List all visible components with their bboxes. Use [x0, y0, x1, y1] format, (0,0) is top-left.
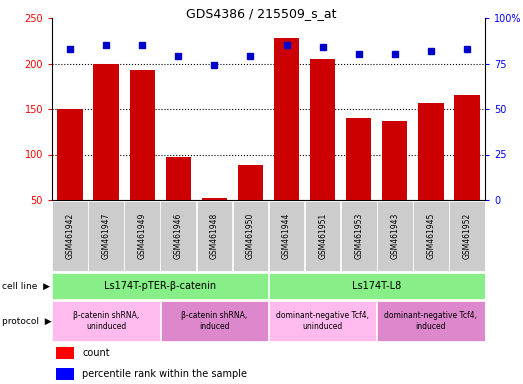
- Text: count: count: [82, 348, 110, 358]
- Text: GSM461942: GSM461942: [65, 213, 75, 259]
- Bar: [341, 201, 377, 271]
- Text: GSM461952: GSM461952: [462, 213, 471, 259]
- Text: Ls174T-pTER-β-catenin: Ls174T-pTER-β-catenin: [104, 281, 217, 291]
- Bar: [56, 368, 74, 380]
- Bar: [238, 166, 263, 200]
- Bar: [56, 347, 74, 359]
- Bar: [197, 201, 232, 271]
- Bar: [233, 201, 268, 271]
- Bar: [346, 118, 371, 200]
- Bar: [269, 273, 485, 300]
- Text: GSM461951: GSM461951: [318, 213, 327, 259]
- Bar: [161, 201, 196, 271]
- Bar: [382, 121, 407, 200]
- Bar: [418, 103, 444, 200]
- Bar: [94, 63, 119, 200]
- Text: GSM461948: GSM461948: [210, 213, 219, 259]
- Text: GDS4386 / 215509_s_at: GDS4386 / 215509_s_at: [186, 7, 337, 20]
- Bar: [88, 201, 124, 271]
- Bar: [161, 301, 268, 341]
- Bar: [449, 201, 485, 271]
- Bar: [58, 109, 83, 200]
- Bar: [52, 273, 268, 300]
- Text: Ls174T-L8: Ls174T-L8: [352, 281, 401, 291]
- Text: GSM461944: GSM461944: [282, 213, 291, 259]
- Bar: [413, 201, 449, 271]
- Bar: [454, 95, 480, 200]
- Text: GSM461949: GSM461949: [138, 213, 147, 259]
- Text: dominant-negative Tcf4,
induced: dominant-negative Tcf4, induced: [384, 311, 477, 331]
- Text: GSM461946: GSM461946: [174, 213, 183, 259]
- Bar: [377, 301, 485, 341]
- Bar: [52, 201, 88, 271]
- Text: protocol  ▶: protocol ▶: [2, 316, 52, 326]
- Bar: [130, 70, 155, 200]
- Bar: [377, 201, 413, 271]
- Bar: [52, 301, 160, 341]
- Text: β-catenin shRNA,
induced: β-catenin shRNA, induced: [181, 311, 247, 331]
- Text: GSM461950: GSM461950: [246, 213, 255, 259]
- Text: GSM461943: GSM461943: [390, 213, 399, 259]
- Text: GSM461947: GSM461947: [101, 213, 111, 259]
- Bar: [274, 38, 299, 200]
- Text: β-catenin shRNA,
uninduced: β-catenin shRNA, uninduced: [73, 311, 139, 331]
- Bar: [269, 201, 304, 271]
- Bar: [310, 59, 335, 200]
- Text: GSM461953: GSM461953: [354, 213, 363, 259]
- Text: GSM461945: GSM461945: [426, 213, 435, 259]
- Bar: [305, 201, 340, 271]
- Bar: [166, 157, 191, 200]
- Text: percentile rank within the sample: percentile rank within the sample: [82, 369, 247, 379]
- Text: cell line  ▶: cell line ▶: [2, 281, 50, 291]
- Bar: [202, 198, 227, 200]
- Text: dominant-negative Tcf4,
uninduced: dominant-negative Tcf4, uninduced: [276, 311, 369, 331]
- Bar: [124, 201, 160, 271]
- Bar: [269, 301, 377, 341]
